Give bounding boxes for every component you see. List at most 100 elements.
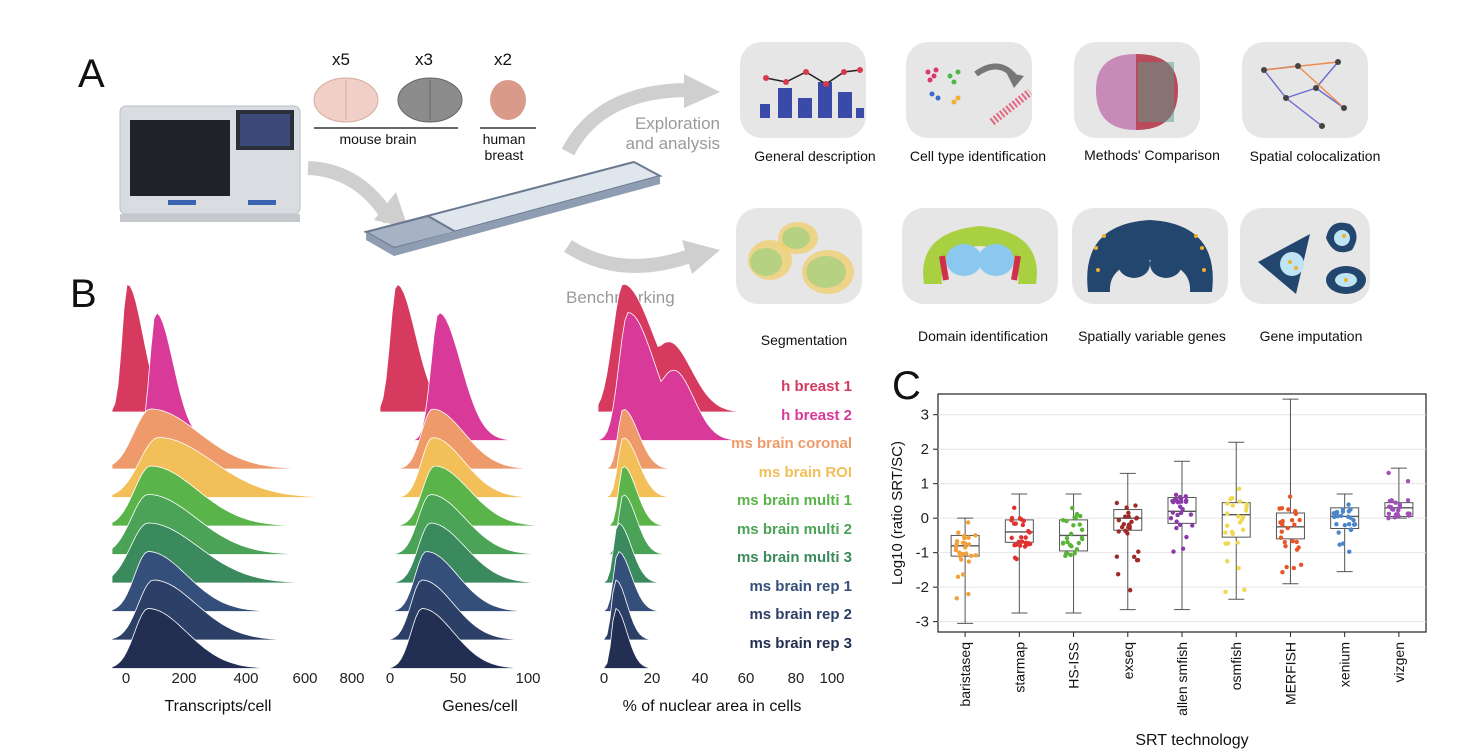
jitter-point [1021, 518, 1026, 524]
jitter-point [1065, 539, 1070, 545]
caption-general-description: General description [754, 148, 876, 164]
tile-cell-type-identification [906, 42, 1033, 138]
jitter-point [1280, 522, 1285, 527]
jitter-point [1387, 498, 1393, 504]
box-allen-smfish [1167, 460, 1197, 611]
caption-gene-imputation: Gene imputation [1259, 328, 1363, 344]
jitter-point [1178, 504, 1183, 509]
ridge-xtick: 100 [515, 670, 541, 687]
jitter-point [1225, 541, 1231, 546]
jitter-point [1294, 547, 1300, 552]
jitter-point [1012, 505, 1017, 510]
jitter-point [1070, 505, 1075, 511]
x-tick-label: osmfish [1228, 642, 1244, 690]
slide-and-arrows-diagram [307, 74, 720, 274]
caption-spatial-colocalization: Spatial colocalization [1249, 148, 1381, 164]
jitter-point [1125, 531, 1130, 536]
jitter-point [1223, 589, 1228, 595]
jitter-point [968, 553, 974, 559]
jitter-point [1336, 530, 1341, 535]
boxplot-chart: 3 2 1 0 -1 -2 -3 Log10 (ratio SRT/SC) SRT techno… [889, 393, 1427, 749]
jitter-point [1127, 587, 1133, 593]
ridge-2-series-1 [379, 283, 590, 413]
jitter-point [1014, 556, 1019, 562]
ridge-series-label: ms brain rep 3 [749, 634, 852, 652]
jitter-point [953, 545, 959, 550]
jitter-point [973, 553, 978, 558]
jitter-point [1346, 521, 1352, 527]
jitter-point [957, 550, 962, 555]
jitter-point [963, 551, 969, 556]
jitter-point [1230, 503, 1235, 508]
jitter-point [1171, 549, 1176, 554]
jitter-point [1129, 519, 1134, 525]
jitter-point [965, 520, 971, 525]
ridge-2-series-10 [379, 608, 590, 669]
jitter-point [1071, 523, 1076, 528]
jitter-point [1298, 562, 1304, 567]
x-tick-label: xenium [1337, 642, 1353, 687]
brain-section-comparison-icon [1096, 54, 1178, 130]
mouse-brain-label: mouse brain [339, 131, 417, 147]
jitter-point [1060, 540, 1066, 545]
jitter-point [1027, 530, 1032, 535]
jitter-point [1174, 519, 1179, 524]
jitter-point [1076, 540, 1082, 546]
box-osmfish [1221, 441, 1251, 600]
box-body [1113, 509, 1143, 531]
jitter-point [1079, 527, 1085, 533]
y-tick-label: -1 [916, 545, 929, 562]
jitter-point [1114, 554, 1120, 559]
jitter-point [1335, 514, 1340, 519]
jitter-point [1223, 530, 1228, 535]
jitter-point [1277, 506, 1282, 511]
x-tick-label: allen smfish [1174, 642, 1190, 716]
jitter-point [1229, 495, 1235, 501]
jitter-point [1183, 494, 1188, 499]
jitter-point [1244, 501, 1250, 507]
jitter-point [1080, 536, 1085, 542]
y-tick-label: 2 [921, 441, 929, 458]
y-tick-label: 3 [921, 407, 929, 424]
jitter-point [1346, 502, 1351, 507]
jitter-point [1175, 512, 1180, 518]
jitter-point [966, 559, 972, 564]
multiplier-x3: x3 [415, 50, 433, 69]
caption-spatially-variable-genes: Spatially variable genes [1078, 328, 1226, 344]
jitter-point [1190, 523, 1195, 528]
panel-b-letter: B [70, 272, 97, 316]
jitter-point [1078, 513, 1083, 519]
jitter-point [1389, 507, 1395, 512]
jitter-point [1235, 540, 1240, 545]
jitter-point [1351, 522, 1357, 527]
ridge-series-label: ms brain multi 3 [736, 549, 852, 566]
jitter-point [1184, 498, 1189, 503]
box-baristaseq [950, 517, 980, 624]
jitter-point [1009, 535, 1014, 541]
jitter-point [1009, 518, 1014, 523]
jitter-point [1291, 565, 1297, 571]
jitter-point [1178, 510, 1184, 516]
jitter-point [1017, 543, 1023, 548]
jitter-point [1073, 515, 1078, 520]
jitter-point [1136, 549, 1141, 554]
box-vizgen [1384, 467, 1414, 521]
y-tick-label: -2 [916, 579, 929, 596]
jitter-point [1332, 514, 1337, 520]
jitter-point [1351, 517, 1356, 523]
jitter-point [1019, 535, 1024, 540]
jitter-point [1177, 522, 1183, 528]
jitter-point [1175, 500, 1181, 505]
jitter-point [960, 551, 965, 557]
jitter-point [1013, 521, 1018, 526]
tile-segmentation [736, 208, 862, 304]
ridgeline-plots [111, 283, 850, 669]
jitter-point [1282, 540, 1287, 545]
jitter-point [1386, 515, 1391, 521]
x-tick-label: exseq [1120, 642, 1136, 679]
jitter-point [956, 530, 961, 535]
jitter-point [955, 574, 961, 579]
jitter-point [1294, 539, 1299, 545]
jitter-point [1280, 570, 1285, 575]
jitter-point [1236, 566, 1241, 571]
